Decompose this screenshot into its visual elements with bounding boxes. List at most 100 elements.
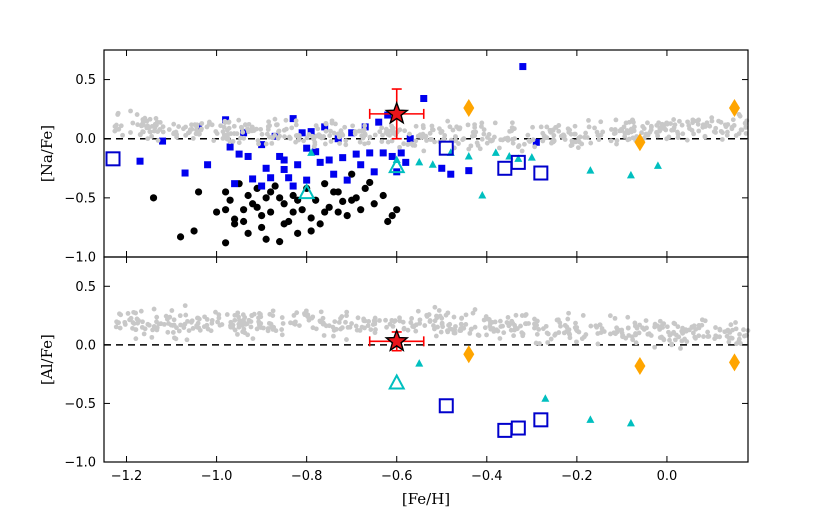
grey-dot (344, 337, 349, 342)
grey-dot (550, 138, 556, 144)
blue-square (294, 161, 302, 169)
grey-dot (181, 126, 186, 132)
grey-dot (232, 327, 238, 333)
black-dot (316, 220, 324, 228)
blue-square (231, 180, 239, 188)
grey-dot (556, 317, 561, 323)
blue-square (258, 141, 266, 149)
grey-dot (595, 331, 601, 336)
open-blue-square (438, 140, 454, 156)
grey-dot (231, 131, 237, 136)
grey-dot (429, 137, 434, 142)
grey-dot (362, 325, 367, 331)
grey-dot (362, 141, 368, 147)
grey-dot (359, 133, 365, 139)
grey-dot (318, 309, 324, 315)
grey-dot (315, 126, 321, 132)
grey-dot (579, 336, 585, 342)
grey-dot (140, 119, 146, 125)
grey-dot (343, 142, 349, 148)
grey-dot (195, 320, 201, 326)
grey-dot (244, 321, 250, 327)
grey-dot (612, 130, 618, 136)
grey-dot (434, 313, 439, 319)
grey-dot (472, 307, 478, 312)
grey-dot (633, 332, 639, 338)
grey-dot (709, 115, 715, 121)
grey-dot (687, 126, 692, 131)
grey-dot (595, 341, 601, 347)
open-blue-square (497, 422, 513, 438)
y-axis-label: [Na/Fe] (38, 125, 56, 182)
grey-dot (135, 320, 141, 326)
y-tick-label: 0.0 (75, 338, 96, 353)
grey-dot (408, 320, 414, 325)
blue-square (226, 143, 234, 151)
grey-dot (497, 336, 503, 341)
y-tick-label: −0.5 (64, 397, 96, 412)
y-tick-label: −0.5 (64, 191, 96, 206)
grey-dot (615, 327, 620, 332)
cyan-triangle (626, 170, 635, 179)
grey-dot (152, 121, 158, 127)
open-cyan-triangle (388, 156, 406, 174)
grey-dot (558, 133, 564, 139)
blue-square (235, 150, 243, 158)
grey-dot (270, 308, 276, 314)
grey-dot (211, 138, 217, 143)
grey-dot (331, 130, 337, 136)
grey-dot (172, 335, 177, 341)
grey-dot (463, 321, 469, 327)
grey-dot (365, 323, 371, 329)
grey-dot (424, 138, 429, 143)
grey-dot (512, 322, 517, 328)
blue-square (352, 150, 360, 158)
grey-dot (154, 314, 160, 320)
grey-dot (280, 321, 286, 326)
cyan-triangle (415, 359, 424, 367)
grey-dot (463, 312, 469, 318)
blue-square (366, 149, 374, 157)
grey-dot (194, 122, 200, 128)
open-blue-square (438, 398, 454, 414)
grey-dot (283, 117, 289, 123)
grey-dot (323, 128, 329, 134)
grey-dot (511, 333, 517, 339)
grey-dot (153, 115, 159, 121)
grey-dot (737, 113, 743, 119)
grey-dot (481, 317, 487, 323)
grey-dot (704, 120, 710, 126)
grey-dot (693, 335, 698, 341)
grey-dot (160, 124, 166, 130)
grey-dot (516, 143, 522, 148)
black-dot (244, 191, 252, 200)
grey-dot (301, 138, 307, 144)
grey-dot (287, 135, 293, 141)
grey-dot (224, 312, 230, 317)
grey-dot (199, 121, 205, 126)
grey-dot (355, 315, 361, 321)
grey-dot (347, 324, 353, 330)
grey-dot (176, 124, 182, 129)
grey-dot (684, 137, 690, 143)
grey-dot (409, 316, 415, 321)
grey-dot (509, 318, 515, 324)
grey-dot (544, 135, 550, 141)
grey-dot (182, 303, 188, 309)
grey-dot (720, 130, 725, 136)
grey-dot (401, 325, 407, 331)
grey-dot (469, 133, 475, 139)
grey-dot (645, 132, 651, 138)
blue-square (267, 174, 275, 182)
grey-dot (174, 134, 179, 140)
x-tick-label: 0.0 (657, 469, 678, 484)
black-dot (388, 212, 396, 220)
grey-dot (656, 120, 662, 126)
grey-dot (679, 122, 685, 128)
grey-dot (648, 333, 654, 338)
grey-dot (522, 141, 527, 147)
grey-dot (492, 319, 498, 325)
grey-dot (253, 126, 259, 132)
grey-dot (139, 123, 144, 129)
grey-dot (526, 321, 531, 326)
